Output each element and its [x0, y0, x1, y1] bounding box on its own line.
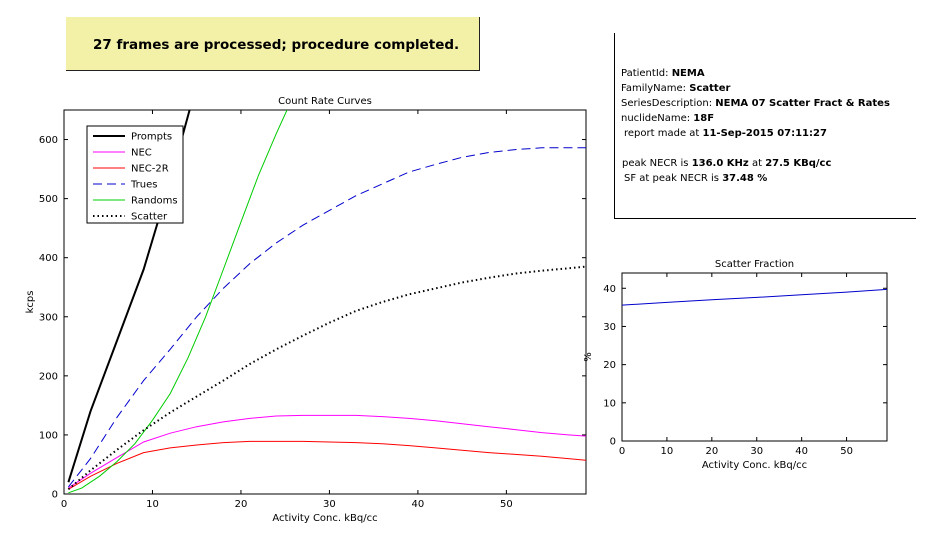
status-panel: 27 frames are processed; procedure compl…	[66, 17, 480, 71]
x-tick-label: 40	[412, 499, 425, 510]
sf-line: SF at peak NECR is 37.48 %	[624, 173, 767, 184]
chart-1	[63, 109, 587, 495]
y-tick-label: 30	[603, 322, 616, 333]
x-tick-label: 50	[840, 446, 853, 457]
y-tick-label: 600	[39, 135, 58, 146]
legend-label: NEC	[131, 148, 152, 159]
series-line-scatter	[67, 265, 586, 491]
series-line-randoms	[68, 110, 288, 494]
necr-at-label: at	[751, 158, 762, 169]
patient-id-line: PatientId: NEMA	[621, 68, 705, 79]
y-tick-label: 200	[39, 371, 58, 382]
patient-id-label: PatientId:	[621, 68, 669, 79]
x-tick-label: 10	[146, 499, 159, 510]
necr-at-value: 27.5 KBq/cc	[765, 158, 832, 169]
y-tick-label: 40	[603, 284, 616, 295]
chart-title: Scatter Fraction	[715, 259, 794, 270]
legend-label: Prompts	[131, 132, 172, 143]
nuclide-line: nuclideName: 18F	[621, 113, 714, 124]
sf-label: SF at peak NECR is	[624, 173, 719, 184]
y-tick-label: 300	[39, 312, 58, 323]
plot-area	[621, 272, 888, 442]
y-tick-label: 100	[39, 430, 58, 441]
report-time-label: report made at	[624, 128, 700, 139]
x-tick-label: 50	[500, 499, 513, 510]
series-value: NEMA 07 Scatter Fract & Rates	[715, 98, 890, 109]
chart-2	[621, 272, 888, 442]
legend-label: Randoms	[131, 196, 178, 207]
nuclide-label: nuclideName:	[621, 113, 691, 124]
patient-id-value: NEMA	[671, 68, 705, 79]
series-line-trues	[68, 147, 586, 488]
nuclide-value: 18F	[693, 113, 715, 124]
series-line-nec-2r	[68, 440, 586, 490]
series-line-1	[622, 288, 887, 306]
y-tick-label: 10	[603, 398, 616, 409]
x-tick-label: 10	[661, 446, 674, 457]
series-label: SeriesDescription:	[621, 98, 713, 109]
x-axis-label: Activity Conc. kBq/cc	[272, 513, 377, 524]
series-line: SeriesDescription: NEMA 07 Scatter Fract…	[621, 98, 890, 109]
y-tick-label: 0	[610, 437, 616, 448]
legend-label: Trues	[130, 180, 157, 191]
y-tick-label: 20	[603, 360, 616, 371]
report-time-line: report made at 11-Sep-2015 07:11:27	[624, 128, 827, 139]
necr-label: peak NECR is	[622, 158, 689, 169]
necr-value: 136.0 KHz	[691, 158, 749, 169]
x-tick-label: 20	[705, 446, 718, 457]
sf-value: 37.48 %	[722, 173, 768, 184]
x-tick-label: 30	[750, 446, 763, 457]
x-tick-label: 0	[61, 499, 67, 510]
legend-box	[86, 125, 184, 224]
legend-label: Scatter	[131, 212, 168, 223]
necr-line: peak NECR is 136.0 KHz at 27.5 KBq/cc	[622, 158, 831, 169]
chart-title: Count Rate Curves	[278, 96, 372, 107]
y-axis-label: kcps	[25, 291, 36, 314]
family-name-line: FamilyName: Scatter	[621, 83, 730, 94]
x-tick-label: 40	[795, 446, 808, 457]
family-name-label: FamilyName:	[621, 83, 687, 94]
series-line-nec	[68, 414, 586, 489]
x-tick-label: 0	[619, 446, 625, 457]
report-time-value: 11-Sep-2015 07:11:27	[702, 128, 827, 139]
y-tick-label: 400	[39, 253, 58, 264]
y-axis-label: %	[583, 352, 594, 362]
x-axis-label: Activity Conc. kBq/cc	[702, 460, 807, 471]
y-tick-label: 500	[39, 194, 58, 205]
legend-label: NEC-2R	[131, 164, 169, 175]
x-tick-label: 20	[235, 499, 248, 510]
family-name-value: Scatter	[689, 83, 731, 94]
report-panel: PatientId: NEMA FamilyName: Scatter Seri…	[614, 33, 916, 219]
status-message: 27 frames are processed; procedure compl…	[93, 37, 460, 53]
x-tick-label: 30	[323, 499, 336, 510]
y-tick-label: 0	[52, 490, 58, 501]
